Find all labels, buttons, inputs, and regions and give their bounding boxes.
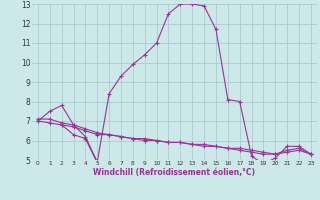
X-axis label: Windchill (Refroidissement éolien,°C): Windchill (Refroidissement éolien,°C): [93, 168, 255, 177]
